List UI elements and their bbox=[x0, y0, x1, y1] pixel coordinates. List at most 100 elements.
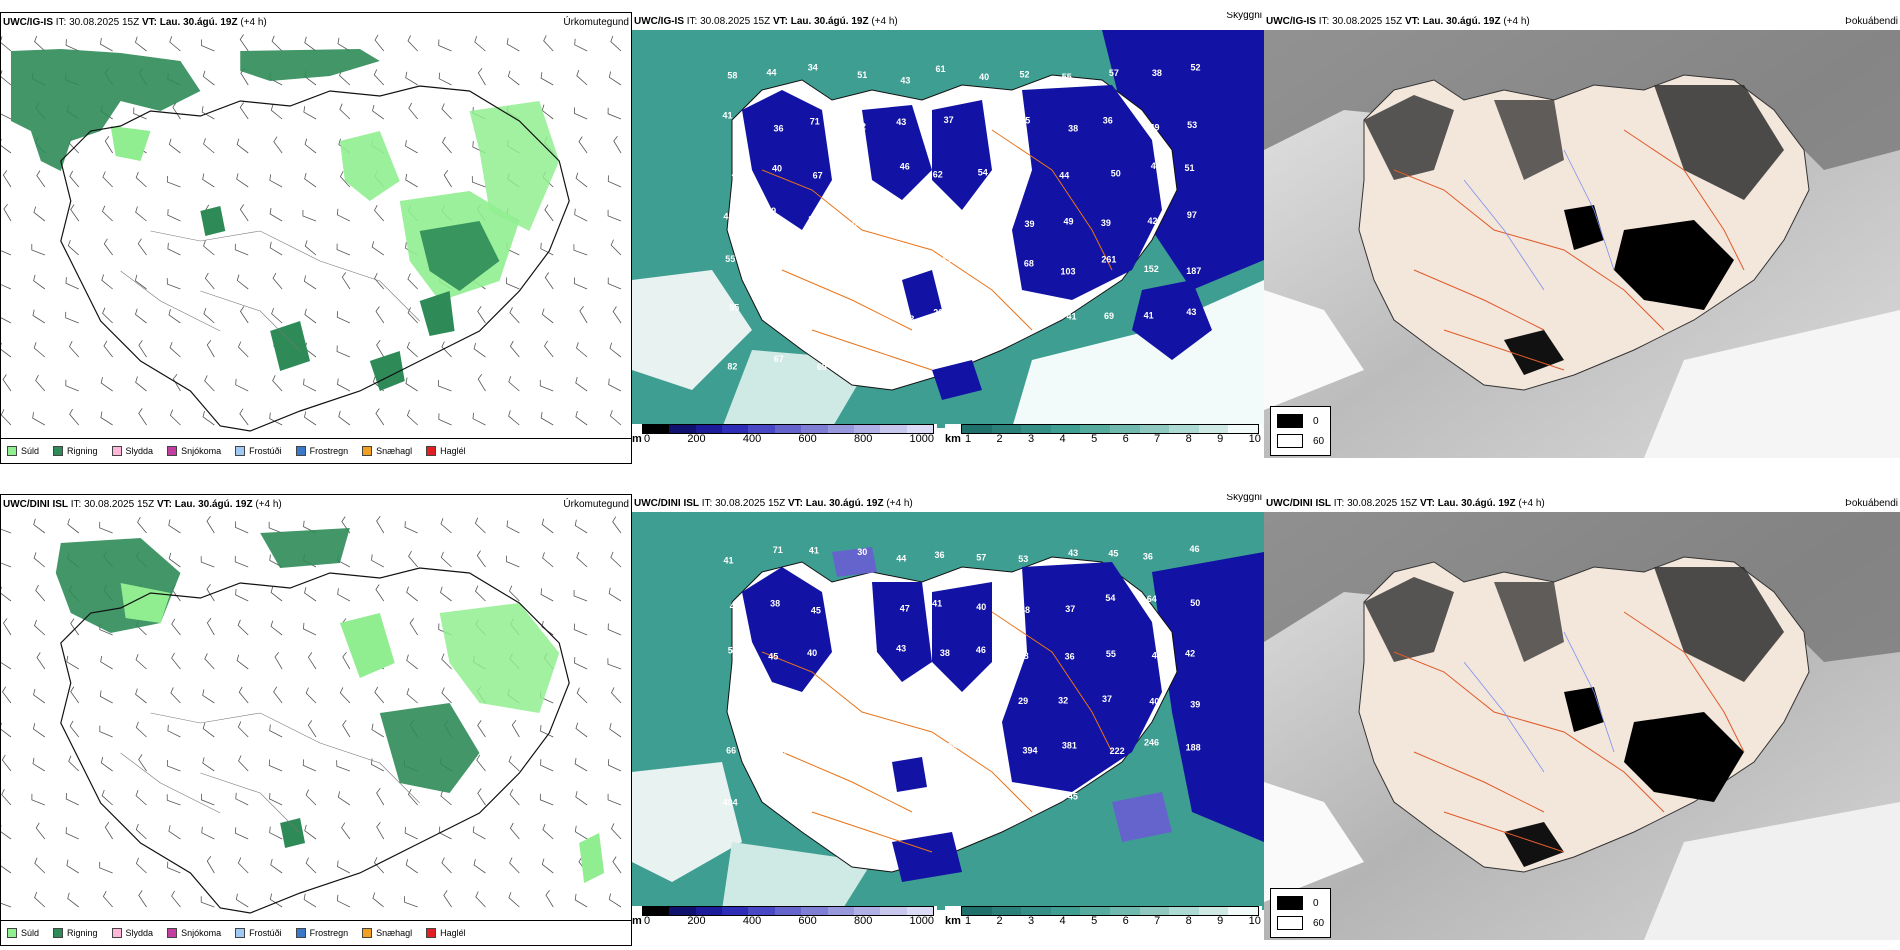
precip-map[interactable] bbox=[1, 31, 631, 441]
wind-barb bbox=[544, 204, 554, 222]
wind-barb bbox=[69, 170, 80, 188]
wind-barb bbox=[201, 39, 215, 52]
ceiling-ticks: 0 200 400 600 800 1000 bbox=[644, 433, 934, 445]
wind-barb bbox=[133, 107, 147, 120]
cloud-ceiling-label: 55 bbox=[1106, 649, 1116, 659]
wind-barb bbox=[35, 584, 46, 602]
fog-map[interactable] bbox=[1264, 30, 1900, 458]
wind-barb bbox=[612, 516, 622, 534]
cloud-ceiling-label: 51 bbox=[857, 70, 867, 80]
cloud-ceiling-label: 40 bbox=[943, 219, 953, 229]
wind-barb bbox=[239, 204, 249, 222]
wind-barb bbox=[67, 239, 80, 256]
wind-barb bbox=[542, 552, 554, 568]
wind-barb bbox=[575, 791, 588, 806]
cloud-ceiling-label: 208 bbox=[933, 308, 948, 318]
wind-barb bbox=[406, 586, 418, 602]
wind-barb bbox=[545, 890, 554, 908]
wind-barb bbox=[303, 622, 317, 636]
wind-barb bbox=[305, 687, 317, 704]
wind-barb bbox=[31, 244, 46, 256]
wind-barb bbox=[169, 36, 181, 52]
wind-barb bbox=[508, 755, 520, 772]
wind-barbs-layer bbox=[1, 34, 622, 432]
wind-barb bbox=[302, 210, 317, 222]
cloud-ceiling-label: 80 bbox=[938, 690, 948, 700]
wind-barb bbox=[607, 793, 622, 806]
cloud-ceiling-label: 109 bbox=[942, 742, 957, 752]
wind-barb bbox=[337, 791, 351, 806]
wind-barb bbox=[372, 104, 385, 120]
wind-barb bbox=[202, 70, 215, 86]
wind-barb bbox=[543, 35, 554, 52]
wind-barb bbox=[573, 277, 588, 290]
wind-barb bbox=[440, 518, 452, 534]
cloud-ceiling-label: 40 bbox=[979, 72, 989, 82]
wind-barb bbox=[404, 896, 418, 908]
wind-barb bbox=[612, 856, 622, 874]
wind-barb bbox=[273, 136, 283, 154]
wind-barb bbox=[341, 272, 351, 290]
wind-barb bbox=[65, 827, 79, 840]
wind-barb bbox=[236, 173, 249, 188]
wind-barb bbox=[541, 308, 554, 324]
wind-barb bbox=[405, 140, 418, 154]
wind-barb bbox=[67, 518, 80, 534]
wind-barb bbox=[137, 238, 147, 256]
wind-barb bbox=[137, 516, 147, 534]
wind-barb bbox=[1, 722, 12, 738]
cloud-ceiling-label: 36 bbox=[1065, 652, 1075, 662]
wind-barb bbox=[206, 855, 215, 874]
wind-barb bbox=[305, 789, 317, 806]
wind-barb bbox=[336, 311, 351, 324]
wind-barb bbox=[371, 723, 384, 738]
wind-barb bbox=[237, 341, 249, 358]
cloud-map[interactable]: 41 71 41 30 44 36 57 53 43 45 36 46 49 38 45 38 47 41 40 48… bbox=[632, 512, 1264, 910]
precip-map[interactable] bbox=[1, 513, 631, 923]
legend-item-slydda: Slydda bbox=[111, 446, 153, 456]
cloud-ceiling-label: 394 bbox=[1023, 745, 1038, 755]
cloud-ceiling-label: 40 bbox=[772, 164, 782, 174]
wind-barb bbox=[167, 209, 181, 222]
fog-map[interactable] bbox=[1264, 512, 1900, 940]
wind-barb bbox=[202, 689, 215, 704]
wind-barb bbox=[477, 788, 486, 806]
cloud-ceiling-label: 47 bbox=[900, 603, 910, 613]
wind-barb bbox=[573, 623, 588, 636]
wind-barb bbox=[407, 273, 418, 290]
wind-barb bbox=[472, 826, 486, 840]
wind-barb bbox=[574, 519, 588, 534]
panel-title: Þokuábendi bbox=[1845, 498, 1898, 509]
wind-barb bbox=[35, 822, 46, 840]
wind-barb bbox=[409, 618, 419, 636]
cloud-ceiling-label: 30 bbox=[857, 259, 867, 269]
wind-barb bbox=[239, 34, 249, 52]
wind-barb bbox=[337, 860, 351, 874]
cloud-ceiling-label: 43 bbox=[891, 213, 901, 223]
wind-barb bbox=[200, 896, 215, 908]
cloud-ceiling-label: 38 bbox=[901, 692, 911, 702]
panel-header: UWC/DINI ISL IT: 30.08.2025 15Z VT: Lau.… bbox=[1, 495, 631, 515]
cloud-ceiling-label: 61 bbox=[936, 64, 946, 74]
wind-barb bbox=[138, 408, 147, 426]
wind-barbs-layer bbox=[1, 515, 622, 914]
wind-barb bbox=[204, 272, 215, 290]
wind-barb bbox=[339, 687, 351, 704]
panel-title: Úrkomutegund bbox=[563, 499, 629, 510]
cloud-ceiling-label: 52 bbox=[813, 786, 823, 796]
cloud-ceiling-label: 49 bbox=[1064, 216, 1074, 226]
wind-barb bbox=[440, 551, 452, 568]
cloud-ceiling-label: 32 bbox=[1058, 696, 1068, 706]
wind-barb bbox=[607, 759, 622, 772]
cloud-ceiling-label: 36 bbox=[733, 692, 743, 702]
wind-barb bbox=[206, 584, 215, 602]
wind-barb bbox=[65, 792, 79, 806]
cloud-ceiling-label: 46 bbox=[1190, 544, 1200, 554]
wind-barb bbox=[475, 585, 486, 602]
cloud-ceiling-label: 188 bbox=[1186, 743, 1201, 753]
wind-barb bbox=[32, 412, 46, 426]
cloud-map[interactable]: 58 44 34 51 43 61 40 52 55 57 38 52 41 36 71 42 43 37 36 35… bbox=[632, 30, 1264, 428]
wind-barb bbox=[269, 412, 283, 426]
wind-barb bbox=[438, 72, 452, 86]
wind-barb bbox=[269, 792, 283, 806]
